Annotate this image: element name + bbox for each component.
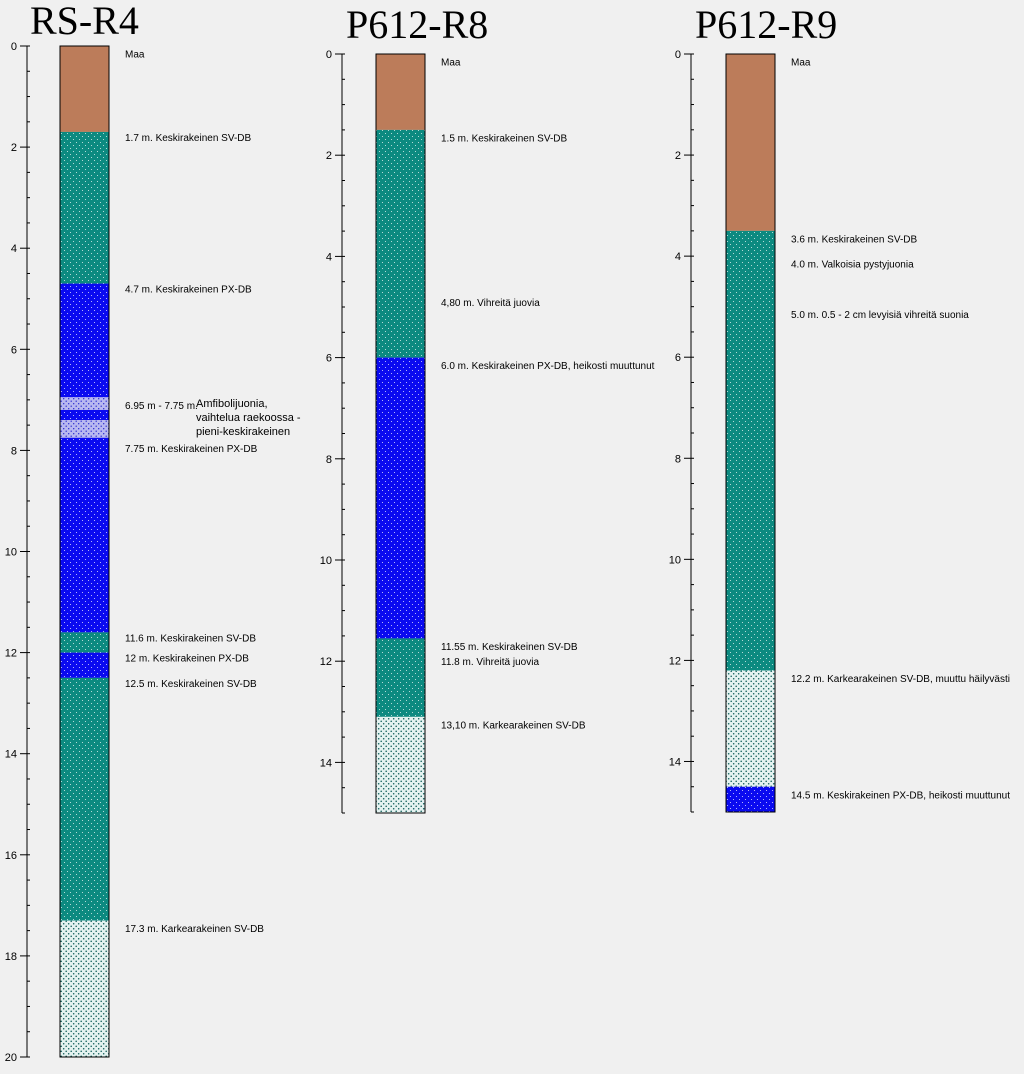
note-line: Amfibolijuonia, bbox=[196, 398, 268, 410]
note-line: pieni-keskirakeinen bbox=[196, 426, 290, 438]
layer-texture bbox=[726, 230, 775, 671]
column-outline bbox=[59, 45, 110, 1058]
tick-label: 4 bbox=[11, 243, 17, 255]
layer-annotation: 11.6 m. Keskirakeinen SV-DB bbox=[125, 633, 256, 644]
tick-label: 14 bbox=[5, 749, 17, 761]
layer-texture bbox=[376, 357, 425, 639]
layer-soil bbox=[60, 46, 109, 132]
layer-texture bbox=[60, 652, 109, 678]
tick-label: 2 bbox=[675, 150, 681, 162]
tick-label: 10 bbox=[320, 555, 332, 567]
layer-annotation: 12 m. Keskirakeinen PX-DB bbox=[125, 654, 249, 665]
tick-label: 6 bbox=[675, 352, 681, 364]
layer-texture bbox=[60, 420, 109, 438]
layer-annotation: 13,10 m. Karkearakeinen SV-DB bbox=[441, 720, 586, 731]
tick-label: 14 bbox=[669, 756, 681, 768]
layer-annotation: 4,80 m. Vihreitä juovia bbox=[441, 298, 540, 309]
layer-annotation: 7.75 m. Keskirakeinen PX-DB bbox=[125, 444, 258, 455]
layer-annotation: 14.5 m. Keskirakeinen PX-DB, heikosti mu… bbox=[791, 790, 1010, 801]
tick-label: 2 bbox=[11, 142, 17, 154]
tick-label: 6 bbox=[326, 353, 332, 365]
layer-texture bbox=[726, 670, 775, 787]
layer-texture bbox=[60, 397, 109, 410]
layer-annotation: 4.0 m. Valkoisia pystyjuonia bbox=[791, 260, 914, 271]
layer-annotation: 6.0 m. Keskirakeinen PX-DB, heikosti muu… bbox=[441, 361, 655, 372]
layer-annotation: 1.5 m. Keskirakeinen SV-DB bbox=[441, 133, 567, 144]
tick-label: 8 bbox=[11, 445, 17, 457]
layer-annotation: 4.7 m. Keskirakeinen PX-DB bbox=[125, 285, 252, 296]
chart-title: P612-R9 bbox=[695, 2, 837, 47]
layer-annotation: Maa bbox=[125, 50, 145, 61]
tick-label: 6 bbox=[11, 344, 17, 356]
tick-label: 0 bbox=[11, 41, 17, 53]
layer-texture bbox=[376, 716, 425, 813]
tick-label: 2 bbox=[326, 150, 332, 162]
layer-texture bbox=[60, 677, 109, 921]
layer-annotation: 12.2 m. Karkearakeinen SV-DB, muuttu häi… bbox=[791, 674, 1010, 685]
layer-annotation: 12.5 m. Keskirakeinen SV-DB bbox=[125, 679, 257, 690]
strip-log-p612-r8: 0 2 4 6 8 10 12 14 Maa 1.5 m. Keskirakeinen SV-DB… bbox=[320, 49, 655, 814]
tick-label: 16 bbox=[5, 850, 17, 862]
tick-label: 4 bbox=[675, 251, 681, 263]
layer-texture bbox=[60, 409, 109, 421]
tick-label: 10 bbox=[669, 554, 681, 566]
tick-label: 0 bbox=[675, 49, 681, 61]
strip-log-p612-r9: 0 2 4 6 8 10 12 14 Maa 3.6 m. Keskirakeinen SV-DB… bbox=[669, 49, 1010, 813]
tick-label: 0 bbox=[326, 49, 332, 61]
tick-label: 20 bbox=[5, 1052, 17, 1064]
tick-label: 18 bbox=[5, 951, 17, 963]
chart-title: P612-R8 bbox=[346, 2, 488, 47]
layer-annotation: 5.0 m. 0.5 - 2 cm levyisiä vihreitä suon… bbox=[791, 310, 969, 321]
tick-label: 14 bbox=[320, 757, 332, 769]
tick-label: 12 bbox=[320, 656, 332, 668]
column-outline bbox=[375, 53, 426, 814]
tick-label: 8 bbox=[326, 454, 332, 466]
layer-texture bbox=[726, 786, 775, 812]
layer-annotation: 11.8 m. Vihreitä juovia bbox=[441, 657, 539, 668]
tick-label: 8 bbox=[675, 453, 681, 465]
layer-annotation: 6.95 m - 7.75 m. bbox=[125, 401, 198, 412]
tick-label: 12 bbox=[5, 648, 17, 660]
tick-label: 12 bbox=[669, 655, 681, 667]
layer-texture bbox=[60, 632, 109, 653]
layer-annotation: 1.7 m. Keskirakeinen SV-DB bbox=[125, 133, 251, 144]
layer-texture bbox=[60, 131, 109, 284]
strip-log-rs-r4: 0 2 4 6 8 10 12 14 16 18 20 Maa 1.7 m. Keskirakeinen… bbox=[5, 41, 265, 1064]
layer-annotation: 17.3 m. Karkearakeinen SV-DB bbox=[125, 924, 264, 935]
chart-title: RS-R4 bbox=[30, 0, 139, 43]
layer-soil bbox=[376, 54, 425, 130]
layer-texture bbox=[60, 437, 109, 633]
layer-texture bbox=[60, 920, 109, 1057]
layer-annotation: 11.55 m. Keskirakeinen SV-DB bbox=[441, 642, 578, 653]
tick-label: 4 bbox=[326, 251, 332, 263]
layer-annotation: Maa bbox=[441, 58, 461, 69]
layer-annotation: 3.6 m. Keskirakeinen SV-DB bbox=[791, 234, 917, 245]
column-outline bbox=[725, 53, 776, 813]
layer-texture bbox=[376, 638, 425, 717]
note-line: vaihtelua raekoossa - bbox=[196, 412, 301, 424]
layer-texture bbox=[376, 129, 425, 358]
layer-annotation: Maa bbox=[791, 58, 811, 69]
tick-label: 10 bbox=[5, 547, 17, 559]
layer-soil bbox=[726, 54, 775, 231]
layer-texture bbox=[60, 283, 109, 398]
